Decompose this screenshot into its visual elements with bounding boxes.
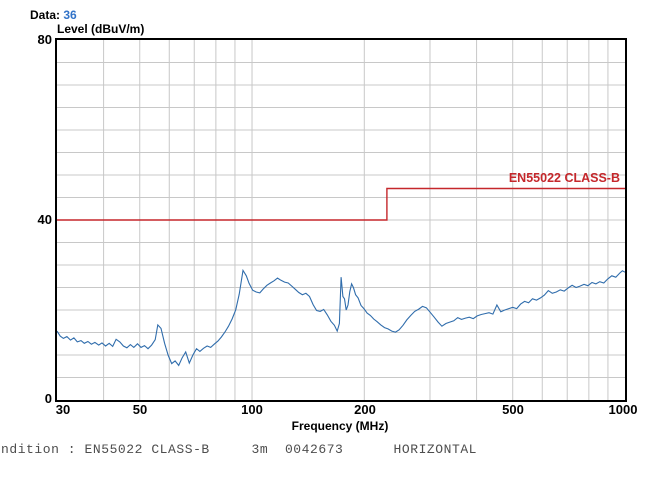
x-tick-500: 500 bbox=[502, 402, 524, 417]
x-tick-1000: 1000 bbox=[608, 402, 638, 417]
chart-title: Level (dBuV/m) bbox=[57, 22, 145, 36]
x-tick-30: 30 bbox=[55, 402, 71, 417]
y-tick-40: 40 bbox=[37, 212, 52, 227]
limit-line bbox=[57, 187, 625, 221]
limit-line-label: EN55022 CLASS-B bbox=[508, 171, 620, 185]
y-tick-80: 80 bbox=[37, 32, 52, 47]
x-tick-100: 100 bbox=[241, 402, 263, 417]
data-readout-label: Data: bbox=[30, 8, 61, 22]
status-line: ndition : EN55022 CLASS-B 3m 0042673 HOR… bbox=[1, 442, 478, 457]
chart-canvas bbox=[57, 40, 625, 400]
y-tick-0: 0 bbox=[44, 391, 52, 406]
x-axis-title: Frequency (MHz) bbox=[291, 419, 389, 433]
plot-area: EN55022 CLASS-B bbox=[55, 38, 627, 402]
data-readout: Data: 36 bbox=[30, 8, 77, 22]
data-readout-value: 36 bbox=[63, 8, 77, 22]
x-tick-50: 50 bbox=[132, 402, 148, 417]
x-tick-200: 200 bbox=[354, 402, 376, 417]
measured-emission-trace bbox=[57, 268, 625, 367]
